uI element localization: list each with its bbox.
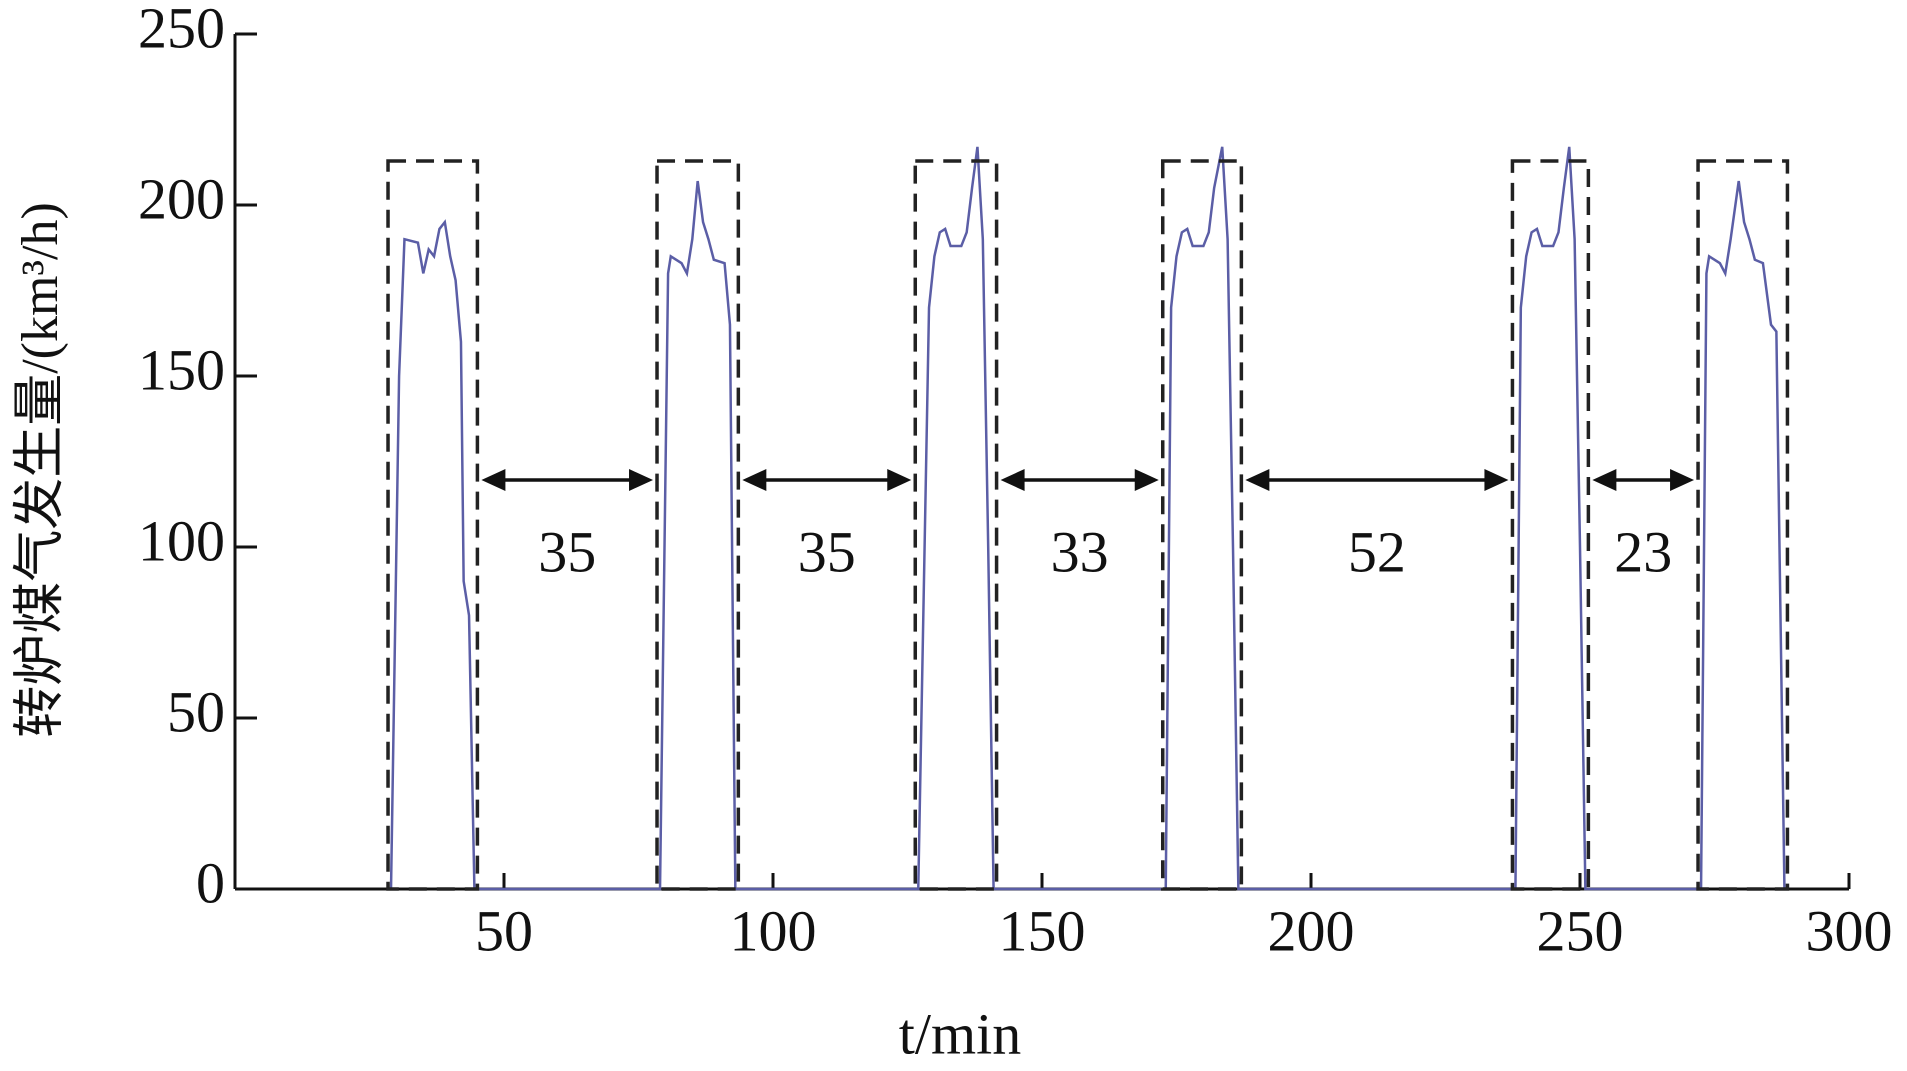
gap-annotation: 52 (1348, 519, 1406, 584)
x-tick-label: 250 (1537, 898, 1624, 963)
dashed-window (1696, 159, 1790, 891)
arrow-head (629, 469, 654, 491)
dashed-window (1160, 159, 1244, 891)
gap-annotation: 35 (538, 519, 596, 584)
x-axis-label: t/min (899, 1001, 1021, 1066)
arrow-head (887, 469, 912, 491)
y-tick-label: 150 (138, 337, 225, 402)
gap-annotation: 23 (1614, 519, 1672, 584)
dashed-window (386, 159, 480, 891)
gap-annotation: 33 (1051, 519, 1109, 584)
y-tick-label: 250 (138, 0, 225, 60)
x-tick-label: 200 (1268, 898, 1355, 963)
arrow-head (1670, 469, 1695, 491)
y-axis-label: 转炉煤气发生量/(km³/h) (12, 202, 69, 738)
y-tick-label: 200 (138, 166, 225, 231)
y-tick-label: 50 (167, 679, 225, 744)
arrow-head (742, 469, 767, 491)
y-tick-label: 0 (196, 850, 225, 915)
x-tick-label: 150 (999, 898, 1086, 963)
arrow-head (481, 469, 506, 491)
x-tick-label: 100 (730, 898, 817, 963)
y-tick-label: 100 (138, 508, 225, 573)
arrow-head (1245, 469, 1270, 491)
x-tick-label: 50 (475, 898, 533, 963)
dashed-window (913, 159, 999, 891)
data-line (389, 146, 1786, 891)
x-tick-label: 300 (1806, 898, 1893, 963)
arrow-head (1592, 469, 1617, 491)
dashed-window (1510, 159, 1591, 891)
dashed-window (655, 159, 741, 891)
arrow-head (1484, 469, 1509, 491)
arrow-head (1000, 469, 1025, 491)
arrow-head (1134, 469, 1159, 491)
gap-annotation: 35 (798, 519, 856, 584)
